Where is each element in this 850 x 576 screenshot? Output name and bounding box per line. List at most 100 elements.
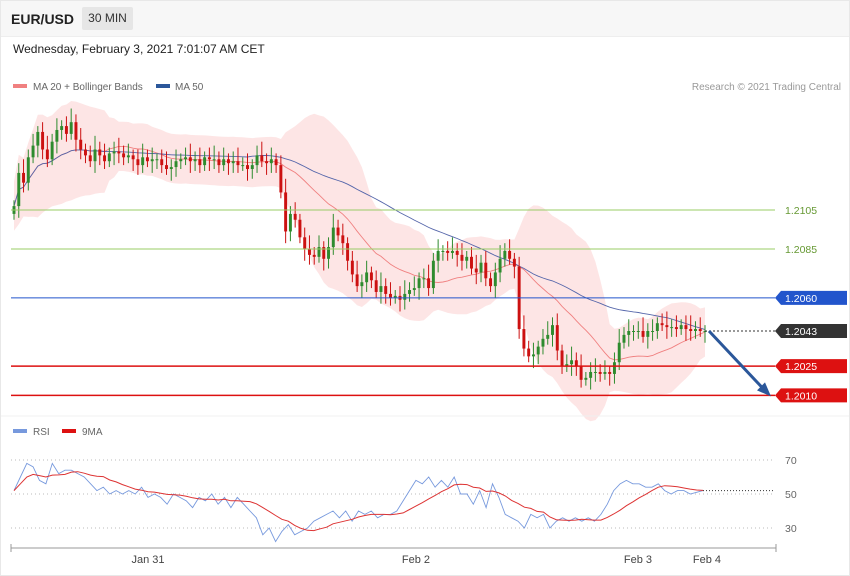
candle-body — [493, 272, 497, 287]
candle-body — [632, 331, 635, 332]
candle-body — [427, 278, 431, 289]
candle-body — [446, 250, 450, 253]
candle-body — [226, 159, 230, 164]
rsi-level-label: 50 — [785, 489, 797, 501]
candle-body — [246, 165, 249, 170]
bollinger-band — [14, 101, 705, 422]
candle-body — [651, 331, 655, 332]
candle-body — [327, 247, 331, 259]
candle-body — [412, 288, 416, 291]
forecast-arrow-head — [757, 382, 771, 397]
candle-body — [503, 250, 507, 259]
candle-body — [88, 155, 92, 162]
legend-rsi-label: RSI — [33, 427, 50, 438]
candle-body — [74, 122, 78, 140]
candle-body — [260, 155, 264, 162]
candle-body — [531, 354, 535, 357]
candle-body — [165, 165, 168, 170]
candle-body — [622, 334, 626, 343]
candle-body — [17, 172, 21, 207]
timeframe-button[interactable]: 30 MIN — [82, 7, 133, 30]
candle-body — [641, 331, 645, 337]
candle-body — [193, 159, 197, 162]
candle-body — [322, 247, 326, 259]
candle-body — [460, 254, 464, 261]
candle-body — [408, 290, 412, 294]
candle-body — [465, 256, 469, 261]
candle-body — [236, 161, 240, 166]
candle-body — [307, 249, 311, 255]
candle-body — [198, 159, 202, 166]
ma20-line — [13, 145, 706, 361]
candle-body — [565, 364, 569, 367]
candle-body — [336, 227, 340, 236]
candle-body — [508, 250, 512, 259]
forecast-arrow-shaft — [707, 329, 764, 389]
candle-body — [103, 155, 107, 162]
candle-body — [341, 235, 345, 244]
candle-body — [598, 371, 602, 374]
rsi-ma-line — [13, 471, 704, 532]
candle-body — [436, 250, 440, 261]
candle-body — [379, 286, 383, 292]
candle-body — [674, 327, 678, 330]
level-label: 1.2025 — [785, 361, 817, 373]
candle-body — [55, 129, 59, 142]
level-tag — [775, 359, 847, 374]
candle-body — [207, 157, 211, 160]
candle-body — [689, 329, 693, 331]
legend-9ma-label: 9MA — [82, 427, 103, 438]
rsi-plot: 70 50 30 — [11, 455, 797, 543]
candle-body — [522, 329, 526, 349]
candle-body — [117, 151, 121, 154]
candle-body — [474, 268, 478, 273]
candle-body — [579, 366, 583, 380]
candle-body — [136, 159, 140, 166]
candle-body — [360, 282, 364, 287]
candle-body — [203, 157, 207, 166]
candle-body — [45, 149, 49, 160]
candle-body — [603, 371, 607, 374]
legend-ma50-swatch — [156, 84, 170, 88]
level-label: 1.2043 — [785, 326, 817, 338]
candle-body — [303, 237, 307, 250]
candle-body — [546, 334, 550, 339]
time-axis: Jan 31 Feb 2 Feb 3 Feb 4 — [10, 544, 777, 566]
candle-body — [417, 278, 421, 289]
level-tag — [775, 388, 847, 403]
candle-body — [612, 362, 616, 374]
candle-body — [184, 157, 188, 160]
candle-body — [79, 139, 83, 150]
time-tick-label: Feb 4 — [693, 554, 721, 566]
candle-body — [50, 141, 54, 160]
candle-body — [22, 172, 26, 183]
candle-body — [693, 329, 697, 331]
candle-body — [479, 262, 483, 273]
candle-body — [684, 325, 688, 330]
candle-body — [489, 278, 493, 287]
level-label: 1.2060 — [785, 293, 817, 305]
candle-body — [560, 350, 564, 367]
candle-body — [274, 159, 278, 166]
candle-body — [498, 258, 502, 273]
candle-body — [646, 331, 650, 337]
candle-body — [484, 262, 488, 279]
candle-body — [593, 371, 597, 373]
candle-body — [346, 243, 350, 261]
candle-body — [112, 151, 116, 154]
candle-body — [41, 131, 45, 150]
level-label: 1.2085 — [785, 244, 817, 256]
candle-body — [160, 159, 164, 166]
candle-body — [298, 219, 302, 238]
candle-body — [231, 161, 235, 164]
candle-body — [470, 256, 473, 269]
level-tag — [775, 290, 847, 305]
candle-body — [422, 278, 426, 280]
candle-body — [369, 272, 373, 281]
candle-body — [441, 250, 445, 252]
candle-body — [393, 295, 397, 298]
candle-body — [403, 293, 407, 300]
candle-body — [355, 274, 359, 287]
candle-body — [574, 360, 578, 367]
